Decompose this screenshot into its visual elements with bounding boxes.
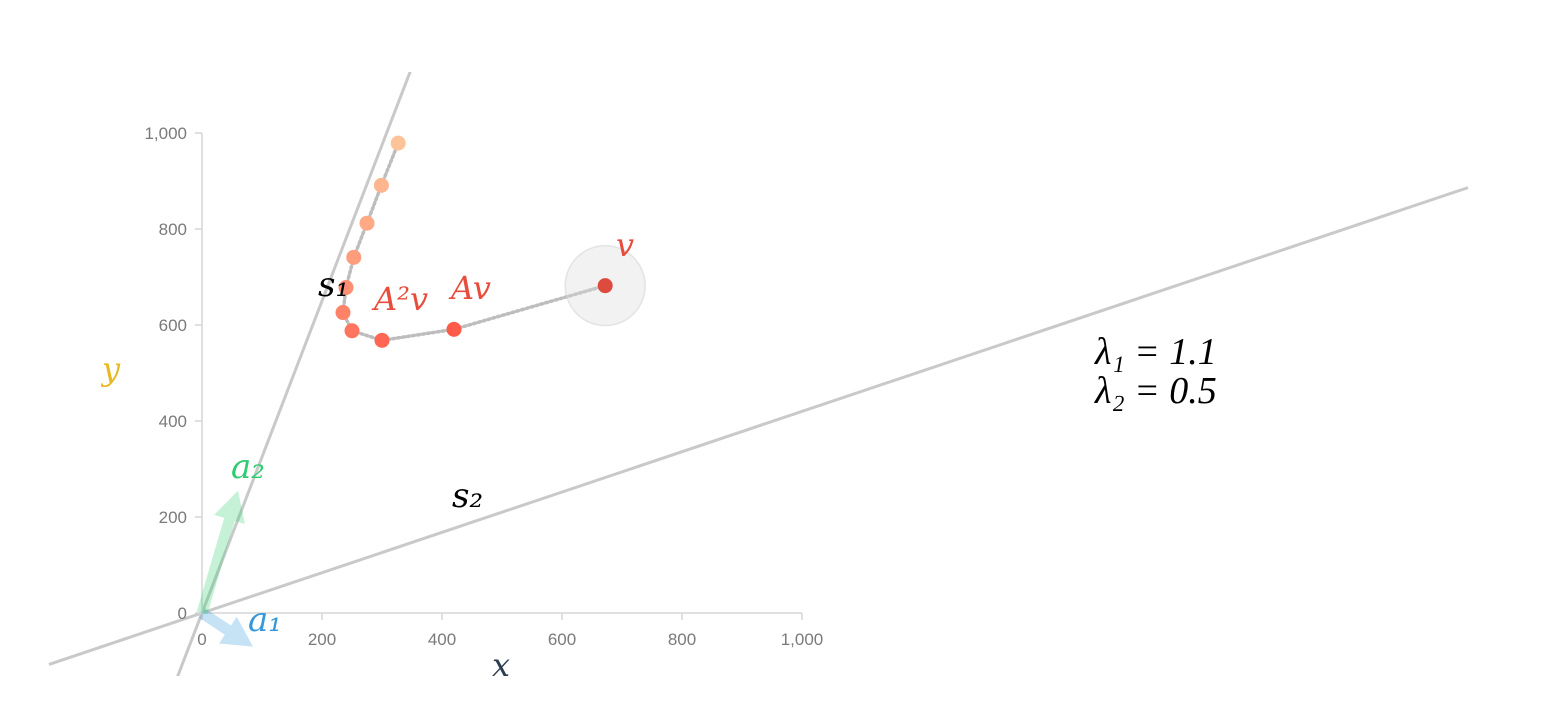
x-tick-label: 600 [548,630,576,649]
eigen-line-s1 [176,72,412,676]
y-tick-label: 400 [159,412,187,431]
basis-a1-label: a₁ [248,600,282,640]
v-point[interactable] [597,278,613,294]
iterate-point [373,177,389,193]
basis-arrow-head [219,616,253,647]
x-tick-label: 400 [428,630,456,649]
y-tick-label: 0 [178,604,187,623]
x-axis-ticks: 0 200 400 600 800 1,000 [197,613,823,649]
x-axis: 0 200 400 600 800 1,000 [197,612,823,649]
x-axis-label: x [492,646,510,684]
iterate-point [346,249,362,265]
av-label: Av [448,269,491,307]
a2v-label: A²v [371,280,428,318]
eigenvalue-readout: λ₁ = 1.1 λ₂ = 0.5 [1094,331,1217,412]
eigen-line-s1-label: s₁ [318,265,349,305]
iteration-segment [380,327,456,343]
x-tick-label: 800 [668,630,696,649]
x-tick-label: 1,000 [781,630,824,649]
y-axis-ticks: 0 200 400 600 800 1,000 [144,124,202,623]
iterate-point [390,135,406,151]
basis-arrow-a1[interactable] [198,608,253,647]
iterate-point [374,332,390,348]
eigen-line-s2-label: s₂ [452,476,483,516]
basis-vectors [196,490,253,647]
iterate-point [446,321,462,337]
x-tick-label: 0 [197,630,206,649]
y-axis: 0 200 400 600 800 1,000 [144,124,203,623]
y-tick-label: 1,000 [144,124,187,143]
eigen-subspace-lines [48,72,1469,676]
y-tick-label: 800 [159,220,187,239]
y-tick-label: 600 [159,316,187,335]
eigen-line-s2 [48,186,1469,666]
iterate-points [335,135,462,348]
y-axis-label: y [100,350,121,388]
basis-a2-label: a₂ [231,447,265,487]
basis-arrow-shaft [196,517,235,615]
iterate-point [344,323,360,339]
y-tick-label: 200 [159,508,187,527]
eigenvalue-lambda1: λ₁ = 1.1 [1094,331,1217,373]
iterate-point [335,305,351,321]
iteration-segment [379,141,400,188]
iterate-point [359,215,375,231]
iteration-segment [452,283,607,332]
basis-arrow-head [214,490,245,524]
iterate-point [338,280,354,296]
vector-v-label: v [616,226,634,264]
basis-arrow-shaft [198,608,231,635]
eigenvalue-lambda2: λ₂ = 0.5 [1094,370,1217,412]
x-tick-label: 200 [308,630,336,649]
basis-arrow-a2[interactable] [196,490,245,615]
